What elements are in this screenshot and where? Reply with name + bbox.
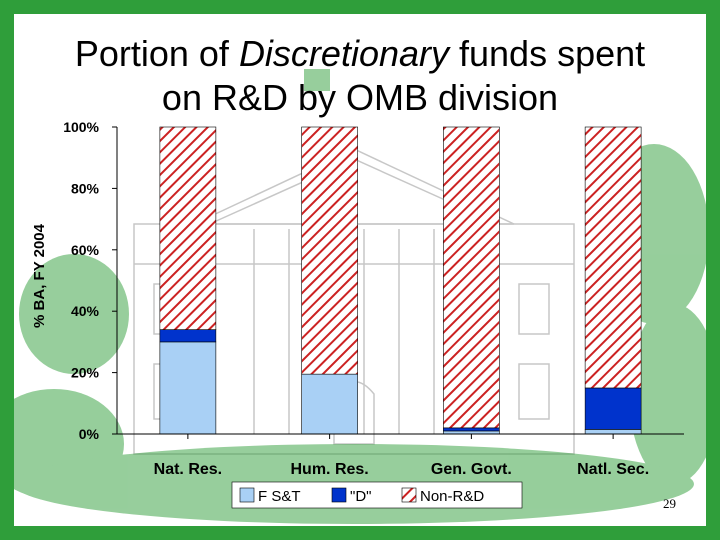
x-tick-label: Nat. Res. — [154, 461, 222, 478]
slide-title: Portion of Discretionary funds spent on … — [14, 32, 706, 120]
bar-segment-d — [159, 329, 217, 343]
page-number: 29 — [663, 496, 676, 511]
x-tick-label: Natl. Sec. — [577, 461, 649, 478]
y-tick-label: 80% — [71, 180, 100, 196]
legend-swatch-fst — [239, 487, 255, 503]
y-axis-label: % BA, FY 2004 — [31, 223, 48, 328]
bar-segment-fst — [159, 341, 217, 435]
stacked-bar-chart: 0% 20% 40% 60% 80% 100% Nat. Res. Hum. Res. Gen.… — [31, 119, 684, 509]
bar-segment-fst — [584, 429, 642, 435]
title-line1-emphasis: Discretionary — [238, 33, 449, 74]
y-tick-label: 40% — [71, 303, 100, 319]
bar-segment-nonrd — [301, 126, 358, 375]
title-line1-pre: Portion of — [74, 33, 239, 74]
x-tick-label: Hum. Res. — [291, 461, 369, 478]
title-line1-post: funds spent — [449, 33, 646, 74]
bar-segment-nonrd — [584, 126, 642, 389]
legend-label: F S&T — [258, 488, 301, 505]
legend-swatch-nonrd — [401, 487, 417, 503]
title-line2: on R&D by OMB division — [161, 77, 559, 118]
bar-segment-nonrd — [159, 126, 217, 330]
legend-label: Non-R&D — [420, 488, 484, 505]
y-tick-label: 60% — [71, 242, 100, 258]
slide-content: Portion of Discretionary funds spent on … — [14, 14, 706, 526]
chart-legend: F S&T "D" Non-R&D — [231, 481, 523, 509]
legend-box — [231, 481, 523, 509]
x-tick-label: Gen. Govt. — [431, 461, 512, 478]
legend-swatch-d — [331, 487, 347, 503]
bar-segment-d — [584, 387, 642, 430]
y-tick-label: 20% — [71, 365, 100, 381]
y-tick-label: 100% — [63, 119, 99, 135]
bar-segment-fst — [301, 373, 358, 435]
legend-label: "D" — [350, 488, 371, 505]
bar-segment-nonrd — [443, 126, 500, 429]
bar-segment-d — [443, 427, 500, 432]
y-tick-label: 0% — [79, 426, 100, 442]
white-house-background — [14, 69, 706, 524]
